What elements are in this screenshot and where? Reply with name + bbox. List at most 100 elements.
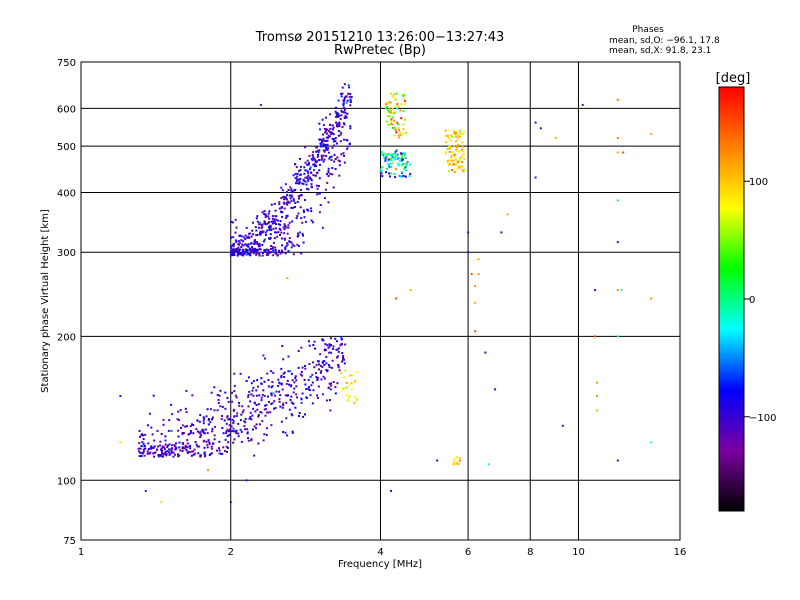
data-point [182, 432, 185, 434]
data-point [324, 343, 327, 346]
data-point [298, 197, 300, 200]
data-point [404, 131, 407, 134]
data-point [317, 151, 320, 154]
data-point [295, 182, 297, 185]
data-point [298, 415, 300, 417]
data-point [207, 419, 210, 422]
data-point [385, 106, 388, 108]
data-point [184, 446, 187, 449]
data-point [325, 116, 327, 119]
data-point [286, 214, 289, 217]
data-point [267, 237, 270, 240]
data-point [454, 158, 457, 161]
data-point [296, 235, 299, 238]
data-point [381, 166, 384, 169]
data-point [269, 411, 272, 414]
data-point [340, 95, 343, 98]
data-point [403, 93, 406, 96]
data-point [404, 166, 407, 169]
data-point [308, 389, 311, 392]
data-point [264, 404, 267, 407]
data-point [142, 450, 145, 453]
data-point [455, 132, 458, 134]
x-axis-ticks: 1 2 4 6 8 10 16 [78, 547, 687, 558]
data-point [456, 456, 458, 459]
data-point [256, 243, 259, 246]
data-point [288, 201, 291, 204]
data-point [399, 109, 402, 112]
data-point [241, 243, 244, 246]
data-point [298, 412, 301, 414]
data-point [284, 248, 287, 251]
data-point [165, 454, 168, 457]
data-point [457, 463, 460, 466]
data-point [230, 249, 233, 252]
data-point [306, 163, 309, 166]
data-point [286, 232, 289, 235]
data-point [210, 445, 213, 448]
data-point [343, 98, 346, 101]
data-point [280, 376, 283, 379]
data-point [402, 152, 405, 155]
data-point [405, 165, 408, 168]
data-point [205, 415, 208, 418]
data-point [383, 153, 386, 156]
data-point [253, 454, 256, 457]
data-point [254, 240, 256, 243]
data-point [316, 397, 319, 399]
data-point [324, 188, 327, 191]
data-point [267, 252, 270, 255]
data-point [305, 183, 308, 186]
data-point [260, 411, 263, 414]
data-point [334, 110, 337, 113]
data-point [170, 403, 173, 406]
data-point [345, 101, 348, 104]
data-point [394, 176, 397, 179]
data-point [316, 155, 319, 158]
data-point [301, 392, 304, 395]
data-point [263, 380, 266, 383]
data-point [197, 452, 200, 455]
data-point [449, 147, 451, 150]
data-point [313, 366, 316, 369]
data-point [393, 134, 396, 137]
data-point [396, 103, 399, 106]
data-point [328, 345, 331, 348]
data-point [327, 346, 330, 349]
data-point [229, 254, 232, 257]
data-point [257, 385, 259, 388]
data-point [318, 363, 321, 366]
data-point [338, 130, 340, 133]
data-point [307, 163, 310, 166]
data-point [255, 229, 258, 232]
data-point [451, 151, 454, 154]
data-point [317, 149, 319, 152]
data-point [474, 301, 477, 304]
data-point [174, 453, 176, 456]
data-point [239, 428, 242, 431]
data-point [356, 371, 359, 374]
data-point [168, 449, 171, 452]
data-point [390, 118, 393, 121]
data-point [344, 343, 347, 346]
data-point [389, 109, 392, 112]
data-point [390, 112, 393, 114]
data-point [244, 237, 247, 240]
data-point [397, 164, 400, 167]
data-point [142, 448, 145, 451]
data-point [318, 211, 321, 214]
data-point [325, 369, 328, 371]
data-point [348, 394, 351, 397]
data-point [231, 400, 234, 403]
data-point [337, 347, 340, 350]
data-point [234, 218, 237, 221]
data-point [326, 128, 329, 131]
data-point [249, 247, 252, 250]
data-point [311, 159, 314, 162]
data-point [284, 196, 287, 199]
data-point [261, 393, 264, 396]
data-point [393, 126, 396, 129]
data-point [308, 344, 311, 347]
data-point [291, 430, 294, 433]
data-point [267, 226, 270, 228]
